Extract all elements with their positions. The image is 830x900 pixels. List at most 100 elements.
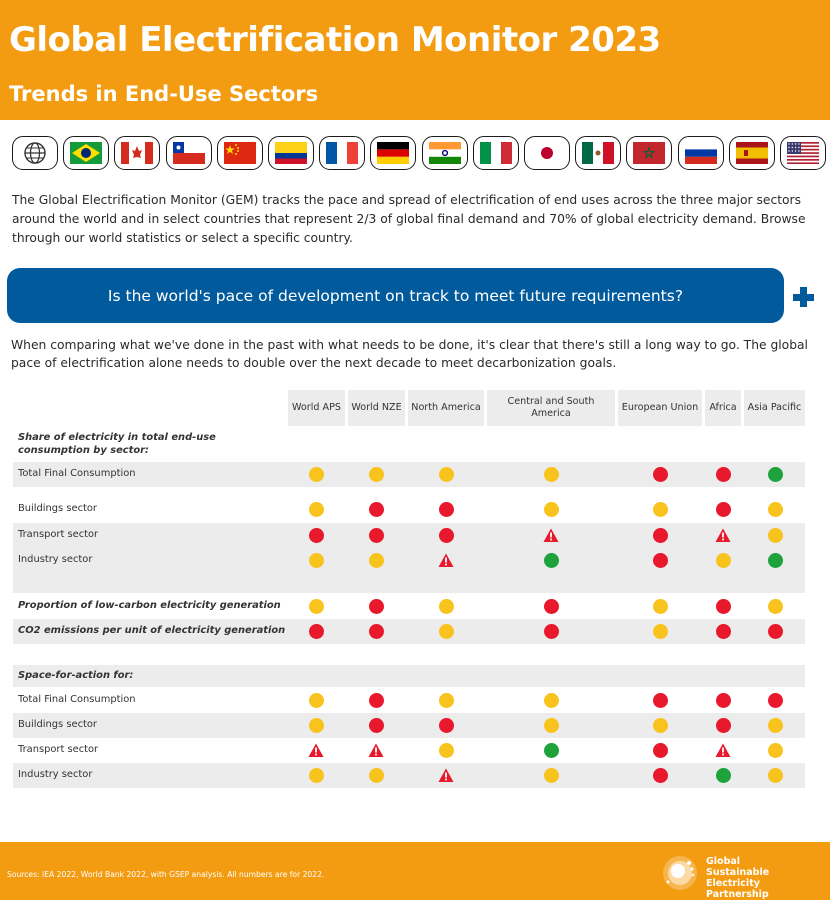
answer-paragraph: When comparing what we've done in the pa… bbox=[11, 338, 808, 370]
status-dot-red bbox=[652, 467, 668, 482]
status-dot-red bbox=[368, 528, 384, 543]
country-button-world[interactable] bbox=[12, 136, 58, 170]
country-button-mexico[interactable] bbox=[575, 136, 622, 170]
country-button-chile[interactable] bbox=[165, 136, 212, 170]
warning-icon bbox=[438, 768, 454, 782]
flag-mexico-icon bbox=[582, 142, 615, 164]
flag-brazil-icon bbox=[70, 142, 103, 164]
status-dot-red bbox=[308, 528, 324, 543]
status-dot-red bbox=[715, 502, 731, 517]
warning-icon bbox=[368, 743, 384, 757]
status-dot-yellow bbox=[438, 743, 454, 758]
intro-paragraph: The Global Electrification Monitor (GEM)… bbox=[12, 193, 806, 245]
country-selector bbox=[12, 136, 826, 172]
country-button-india[interactable] bbox=[421, 136, 468, 170]
status-dot-green bbox=[767, 467, 783, 482]
flag-russia-icon bbox=[684, 142, 717, 164]
table-row bbox=[13, 763, 805, 788]
column-header-bg bbox=[744, 390, 805, 426]
row-label: CO2 emissions per unit of electricity ge… bbox=[18, 625, 286, 636]
flag-chile-icon bbox=[172, 142, 205, 164]
row-label: Industry sector bbox=[18, 554, 93, 565]
column-header-bg bbox=[487, 390, 615, 426]
warning-icon bbox=[543, 528, 559, 542]
row-label: Transport sector bbox=[18, 744, 99, 755]
status-dot-yellow bbox=[543, 768, 559, 783]
gsep-logo: Global Sustainable Electricity Partnersh… bbox=[662, 855, 822, 900]
status-dot-yellow bbox=[308, 599, 324, 614]
country-button-russia[interactable] bbox=[677, 136, 724, 170]
country-button-usa[interactable] bbox=[780, 136, 826, 170]
flag-india-icon bbox=[428, 142, 461, 164]
status-dot-yellow bbox=[438, 693, 454, 708]
status-dot-red bbox=[438, 502, 454, 517]
row-label: Proportion of low-carbon electricity gen… bbox=[18, 600, 281, 611]
status-dot-yellow bbox=[308, 467, 324, 482]
logo-wordmark: Global Sustainable Electricity Partnersh… bbox=[706, 856, 822, 900]
country-button-germany[interactable] bbox=[370, 136, 417, 170]
column-header-bg bbox=[408, 390, 484, 426]
section-heading: Share of electricity in total end-use co… bbox=[18, 432, 216, 456]
status-dot-red bbox=[368, 718, 384, 733]
status-dot-red bbox=[438, 718, 454, 733]
status-dot-red bbox=[715, 693, 731, 708]
status-dot-red bbox=[767, 624, 783, 639]
country-button-italy[interactable] bbox=[472, 136, 519, 170]
country-button-japan[interactable] bbox=[524, 136, 570, 170]
country-button-canada[interactable] bbox=[114, 136, 161, 170]
status-dot-red bbox=[652, 743, 668, 758]
status-dot-red bbox=[715, 624, 731, 639]
country-button-colombia[interactable] bbox=[268, 136, 314, 170]
table-row bbox=[13, 665, 805, 687]
status-dot-red bbox=[767, 693, 783, 708]
status-dot-red bbox=[543, 624, 559, 639]
country-button-brazil[interactable] bbox=[63, 136, 110, 170]
country-button-france[interactable] bbox=[319, 136, 366, 170]
row-label: Buildings sector bbox=[18, 719, 97, 730]
status-dot-green bbox=[715, 768, 731, 783]
status-dot-yellow bbox=[308, 502, 324, 517]
status-dot-yellow bbox=[767, 599, 783, 614]
logo-line-3: Partnership bbox=[706, 889, 769, 900]
page-title: Global Electrification Monitor 2023 bbox=[9, 20, 661, 60]
column-header: North America bbox=[411, 401, 481, 413]
row-label: Total Final Consumption bbox=[18, 468, 136, 479]
column-header-bg bbox=[288, 390, 345, 426]
status-dot-yellow bbox=[652, 599, 668, 614]
country-button-morocco[interactable] bbox=[626, 136, 673, 170]
table-row bbox=[13, 548, 805, 573]
table-row bbox=[13, 462, 805, 487]
question-accordion[interactable]: Is the world's pace of development on tr… bbox=[7, 268, 784, 323]
column-header: World APS bbox=[292, 401, 341, 413]
page-subtitle: Trends in End-Use Sectors bbox=[9, 82, 319, 106]
flag-usa-icon bbox=[787, 142, 819, 164]
status-dot-red bbox=[652, 693, 668, 708]
flag-colombia-icon bbox=[275, 142, 307, 164]
flag-italy-icon bbox=[479, 142, 512, 164]
row-label: Industry sector bbox=[18, 769, 93, 780]
table-row bbox=[13, 619, 805, 644]
status-dot-yellow bbox=[767, 502, 783, 517]
status-dot-red bbox=[368, 599, 384, 614]
status-dot-yellow bbox=[438, 624, 454, 639]
flag-spain-icon bbox=[735, 142, 768, 164]
flag-canada-icon bbox=[121, 142, 154, 164]
country-button-spain[interactable] bbox=[728, 136, 775, 170]
globe-icon bbox=[24, 142, 46, 164]
header-banner: Global Electrification Monitor 2023 Tren… bbox=[0, 0, 830, 120]
column-header-bg bbox=[348, 390, 405, 426]
status-dot-yellow bbox=[438, 599, 454, 614]
status-dot-yellow bbox=[368, 553, 384, 568]
sources-text: Sources: IEA 2022, World Bank 2022, with… bbox=[7, 870, 325, 879]
plus-icon[interactable] bbox=[793, 287, 815, 309]
status-dot-red bbox=[543, 599, 559, 614]
logo-line-1: Global bbox=[706, 856, 741, 867]
warning-icon bbox=[715, 528, 731, 542]
status-dot-yellow bbox=[543, 502, 559, 517]
table-row bbox=[13, 523, 805, 548]
flag-france-icon bbox=[326, 142, 359, 164]
table-row-spacer bbox=[13, 573, 805, 593]
country-button-china[interactable] bbox=[216, 136, 263, 170]
status-dot-red bbox=[715, 599, 731, 614]
status-dot-yellow bbox=[438, 467, 454, 482]
